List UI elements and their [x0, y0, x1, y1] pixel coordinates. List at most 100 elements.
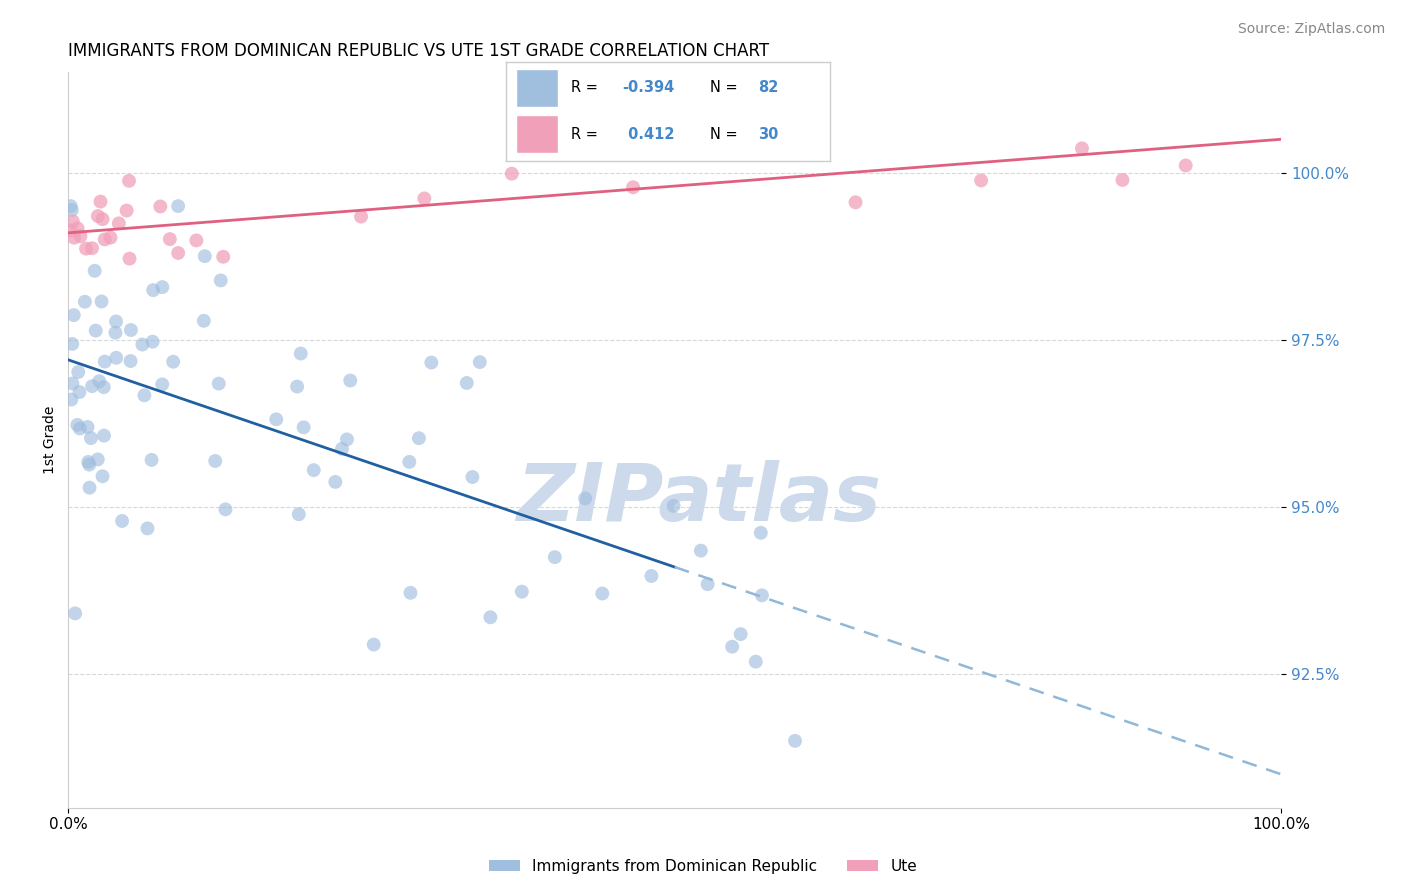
Point [844, 195, 866, 210]
Point [167, 246, 190, 260]
Point [285, 379, 308, 393]
Point [69, 385, 91, 400]
Point [413, 191, 436, 205]
Point [749, 525, 772, 540]
Point [970, 173, 993, 187]
Point [66, 417, 89, 432]
Point [80, 431, 103, 445]
Point [91, 469, 114, 483]
Point [63, 607, 86, 621]
Point [60, 202, 83, 217]
Point [87, 209, 110, 223]
Point [63, 230, 86, 244]
Point [59, 199, 82, 213]
Point [69, 421, 91, 435]
Point [82, 379, 104, 393]
Point [141, 453, 163, 467]
Point [162, 355, 184, 369]
Point [783, 734, 806, 748]
Point [120, 323, 142, 337]
Point [75, 242, 97, 256]
Point [461, 470, 484, 484]
FancyBboxPatch shape [516, 70, 558, 107]
Point [662, 499, 685, 513]
Point [1071, 141, 1094, 155]
Point [62, 308, 84, 322]
Point [420, 355, 443, 369]
Point [93, 354, 115, 368]
Point [93, 380, 115, 394]
Point [84, 324, 107, 338]
Point [134, 388, 156, 402]
Point [79, 481, 101, 495]
Point [105, 314, 128, 328]
Point [93, 428, 115, 442]
Point [1174, 158, 1197, 172]
Point [479, 610, 502, 624]
Point [111, 514, 134, 528]
Point [150, 280, 173, 294]
Point [745, 655, 768, 669]
Point [408, 431, 430, 445]
Point [350, 210, 373, 224]
Text: N =: N = [710, 80, 738, 95]
Text: -0.394: -0.394 [623, 80, 675, 95]
Point [89, 194, 111, 209]
Point [142, 334, 165, 349]
Point [621, 180, 644, 194]
Point [290, 346, 312, 360]
Point [60, 337, 83, 351]
FancyBboxPatch shape [516, 115, 558, 153]
Text: Source: ZipAtlas.com: Source: ZipAtlas.com [1237, 22, 1385, 37]
Point [339, 374, 361, 388]
Point [574, 491, 596, 506]
Point [100, 230, 122, 244]
Point [193, 314, 215, 328]
Point [544, 550, 567, 565]
Text: 82: 82 [758, 80, 779, 95]
Point [66, 221, 89, 235]
Text: R =: R = [571, 127, 598, 142]
Point [208, 376, 231, 391]
Point [90, 294, 112, 309]
Point [696, 577, 718, 591]
Point [186, 234, 208, 248]
Point [60, 392, 83, 407]
Point [62, 214, 84, 228]
Point [214, 502, 236, 516]
Point [149, 199, 172, 213]
Point [689, 543, 711, 558]
Point [264, 412, 287, 426]
Point [77, 458, 100, 472]
Point [323, 475, 346, 489]
Text: 30: 30 [758, 127, 779, 142]
Point [399, 586, 422, 600]
Point [159, 232, 181, 246]
Text: N =: N = [710, 127, 738, 142]
Point [591, 586, 613, 600]
Text: IMMIGRANTS FROM DOMINICAN REPUBLIC VS UTE 1ST GRADE CORRELATION CHART: IMMIGRANTS FROM DOMINICAN REPUBLIC VS UT… [69, 42, 769, 60]
Point [80, 241, 103, 255]
Point [131, 337, 153, 351]
Point [468, 355, 491, 369]
Point [105, 351, 128, 365]
Point [1111, 173, 1133, 187]
Point [398, 455, 420, 469]
Point [93, 232, 115, 246]
Point [288, 508, 311, 522]
Text: ZIPatlas: ZIPatlas [516, 460, 882, 538]
Point [118, 252, 141, 266]
Point [730, 627, 752, 641]
Point [336, 433, 359, 447]
Point [108, 216, 131, 230]
Point [456, 376, 478, 390]
Point [501, 167, 523, 181]
Text: 0.412: 0.412 [623, 127, 673, 142]
Point [204, 454, 226, 468]
Point [89, 374, 111, 388]
Point [76, 420, 98, 434]
Legend: Immigrants from Dominican Republic, Ute: Immigrants from Dominican Republic, Ute [482, 853, 924, 880]
Point [150, 377, 173, 392]
Point [510, 584, 533, 599]
Point [69, 229, 91, 244]
